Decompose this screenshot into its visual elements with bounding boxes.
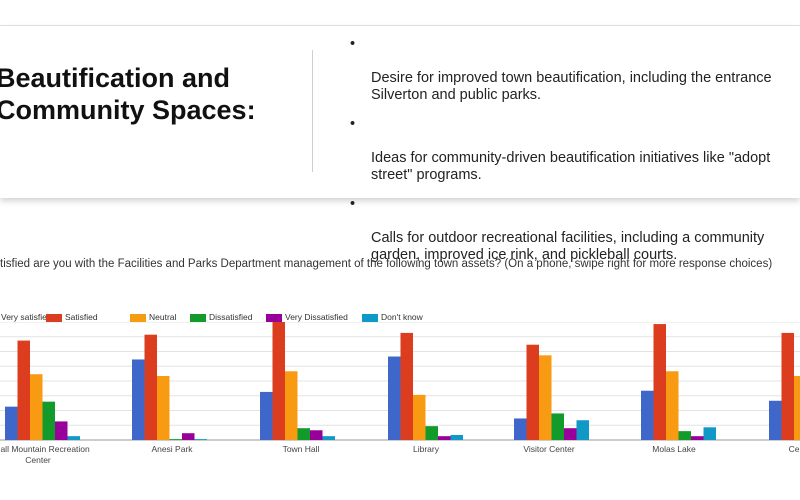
bar	[781, 332, 794, 440]
x-tick-label: Center	[25, 455, 51, 465]
card-title-line-2: Community Spaces:	[0, 95, 256, 125]
x-tick-label: Anesi Park	[151, 444, 193, 454]
bar	[297, 428, 310, 440]
bar	[260, 391, 273, 440]
bullet-text: Ideas for community-driven beautificatio…	[371, 150, 771, 183]
bar	[413, 394, 426, 440]
bullet-text: Calls for outdoor recreational facilitie…	[371, 230, 765, 263]
bar	[678, 431, 691, 440]
bar	[5, 406, 18, 440]
legend-label: Don't know	[381, 312, 423, 322]
bar	[641, 390, 654, 440]
bullet-item: • Desire for improved town beautificatio…	[350, 36, 800, 104]
legend-label: Satisfied	[65, 312, 98, 322]
bar	[794, 375, 800, 440]
legend-swatch	[362, 314, 378, 322]
bar	[30, 374, 43, 440]
bar	[144, 334, 157, 440]
chart-title: tisfied are you with the Facilities and …	[0, 258, 773, 270]
bar	[400, 332, 413, 440]
card-title-line-1: Beautification and	[0, 63, 231, 93]
card-divider	[312, 50, 313, 172]
bullet-text: Desire for improved town beautification,…	[371, 70, 772, 103]
bar	[157, 375, 170, 440]
x-tick-label: endall Mountain Recreation	[0, 444, 90, 454]
bar	[769, 400, 782, 440]
bar	[132, 359, 145, 440]
bar	[272, 322, 285, 440]
bullet-list: • Desire for improved town beautificatio…	[350, 36, 800, 276]
bar	[182, 433, 195, 440]
bar	[388, 356, 401, 440]
bar	[691, 436, 704, 440]
bar	[551, 413, 564, 440]
bullet-marker: •	[350, 196, 356, 212]
card-title: Beautification and Community Spaces:	[0, 62, 296, 126]
x-tick-label: Library	[413, 444, 440, 454]
bar	[653, 324, 666, 440]
bar	[42, 401, 55, 440]
bar	[539, 355, 552, 440]
bar	[438, 436, 451, 440]
legend-swatch	[130, 314, 146, 322]
bullet-marker: •	[350, 116, 356, 132]
bar	[425, 426, 438, 440]
legend-label: Dissatisfied	[209, 312, 253, 322]
bar	[55, 421, 68, 440]
bar	[703, 427, 716, 440]
legend-label: Neutral	[149, 312, 177, 322]
bar	[310, 430, 323, 440]
x-tick-label: Ce	[789, 444, 800, 454]
top-band	[0, 0, 800, 26]
bar	[564, 428, 577, 440]
bar	[666, 371, 679, 440]
legend-label: Very Dissatisfied	[285, 312, 348, 322]
legend-swatch	[266, 314, 282, 322]
bar	[322, 436, 335, 440]
summary-card: Beautification and Community Spaces: • D…	[0, 26, 800, 263]
bar	[17, 340, 30, 440]
legend-swatch	[190, 314, 206, 322]
bullet-marker: •	[350, 36, 356, 52]
bar	[450, 434, 463, 440]
bullet-item: • Ideas for community-driven beautificat…	[350, 116, 800, 184]
chart-legend: Very satisfied Satisfied Neutral Dissatisfi…	[0, 312, 800, 326]
bar	[514, 418, 527, 440]
x-tick-label: Visitor Center	[523, 444, 575, 454]
bullet-item: • Calls for outdoor recreational facilit…	[350, 196, 800, 264]
x-tick-label: Town Hall	[283, 444, 320, 454]
bar	[194, 439, 207, 440]
bar	[576, 420, 589, 440]
bar	[285, 371, 298, 440]
x-tick-label: Molas Lake	[652, 444, 696, 454]
bar	[526, 344, 539, 440]
bar	[67, 436, 80, 440]
bar	[169, 439, 182, 440]
legend-swatch	[46, 314, 62, 322]
legend-label: Very satisfied	[1, 312, 52, 322]
